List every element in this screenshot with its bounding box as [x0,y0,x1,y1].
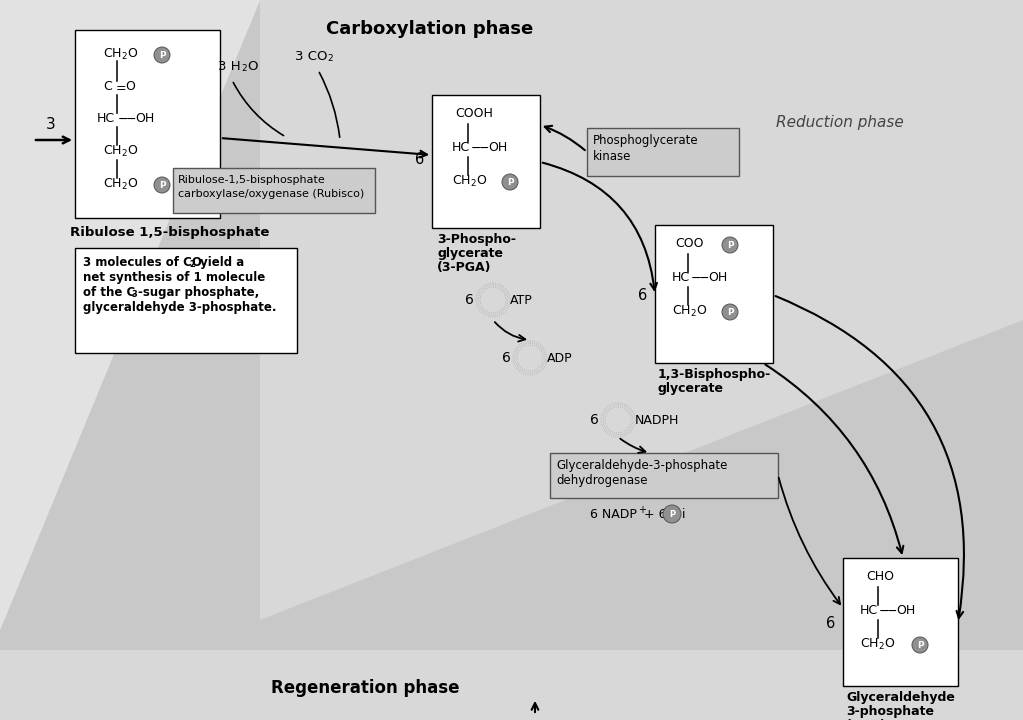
Text: Glyceraldehyde: Glyceraldehyde [846,691,954,704]
Text: P: P [917,641,924,650]
Text: kinase: kinase [593,150,631,163]
Text: $=$: $=$ [113,80,127,93]
Text: 3 CO: 3 CO [295,50,327,63]
Text: 3: 3 [131,290,137,299]
Text: OH: OH [708,271,727,284]
Text: 6 NADP: 6 NADP [590,508,637,521]
Text: glyceraldehyde 3-phosphate.: glyceraldehyde 3-phosphate. [83,301,276,314]
Text: P: P [506,178,514,187]
Text: i: i [682,508,685,521]
Text: ADP: ADP [547,351,573,364]
Text: yield a: yield a [196,256,244,269]
Text: OH: OH [488,141,507,154]
Text: P: P [669,510,675,519]
Text: CH$_2$O: CH$_2$O [672,304,707,319]
Text: COOH: COOH [455,107,493,120]
Text: $-\!\!-$: $-\!\!-$ [470,141,490,154]
Text: C: C [103,80,112,93]
Text: OH: OH [135,112,154,125]
Text: 3 molecules of CO: 3 molecules of CO [83,256,202,269]
Text: Phosphoglycerate: Phosphoglycerate [593,134,699,147]
Text: CH$_2$O: CH$_2$O [103,177,138,192]
Text: 6: 6 [465,293,474,307]
Polygon shape [260,0,1023,620]
Text: +: + [638,505,646,515]
Text: dehydrogenase: dehydrogenase [555,474,648,487]
Text: P: P [159,181,166,190]
Text: Ribulose 1,5-bisphosphate: Ribulose 1,5-bisphosphate [70,226,269,239]
Circle shape [722,237,738,253]
Text: -sugar phosphate,: -sugar phosphate, [138,286,259,299]
Text: COO: COO [675,237,704,250]
Text: O: O [125,80,135,93]
Text: of the C: of the C [83,286,135,299]
FancyBboxPatch shape [843,558,958,686]
Text: 2: 2 [189,260,194,269]
Text: Reduction phase: Reduction phase [776,115,904,130]
Text: $-\!\!-$: $-\!\!-$ [117,112,137,125]
Circle shape [663,505,681,523]
Text: Glyceraldehyde-3-phosphate: Glyceraldehyde-3-phosphate [555,459,727,472]
Text: P: P [726,308,733,317]
Text: Regeneration phase: Regeneration phase [271,679,459,697]
Text: 6: 6 [502,351,512,365]
Text: 6: 6 [590,413,599,427]
Text: ATP: ATP [510,294,533,307]
Text: OH: OH [896,604,916,617]
Text: HC: HC [452,141,471,154]
FancyBboxPatch shape [587,128,739,176]
Text: 1,3-Bisphospho-: 1,3-Bisphospho- [658,368,771,381]
Text: 3-phosphate: 3-phosphate [846,705,934,718]
Text: NADPH: NADPH [635,413,679,426]
Text: O: O [247,60,258,73]
FancyBboxPatch shape [75,30,220,218]
FancyBboxPatch shape [655,225,773,363]
Text: net synthesis of 1 molecule: net synthesis of 1 molecule [83,271,265,284]
Text: CH$_2$O: CH$_2$O [452,174,487,189]
Circle shape [481,288,505,312]
Text: 3-Phospho-: 3-Phospho- [437,233,516,246]
Text: Ribulose-1,5-bisphosphate: Ribulose-1,5-bisphosphate [178,175,325,185]
Circle shape [722,304,738,320]
Text: P: P [159,51,166,60]
FancyBboxPatch shape [432,95,540,228]
Circle shape [502,174,518,190]
Circle shape [518,346,542,370]
Polygon shape [0,650,1023,720]
Circle shape [606,408,630,432]
Text: + 6: + 6 [644,508,667,521]
Text: glycerate: glycerate [437,247,503,260]
FancyBboxPatch shape [550,453,779,498]
Text: 3: 3 [46,117,56,132]
Text: (GAP): (GAP) [846,719,887,720]
Text: HC: HC [97,112,116,125]
Circle shape [154,177,170,193]
Text: Carboxylation phase: Carboxylation phase [326,20,534,38]
Text: HC: HC [860,604,878,617]
Text: 6: 6 [826,616,835,631]
Text: $-\!\!-$: $-\!\!-$ [690,271,710,284]
Text: 6: 6 [414,153,424,168]
Text: 6: 6 [637,287,647,302]
Text: (3-PGA): (3-PGA) [437,261,491,274]
Text: CH$_2$O: CH$_2$O [103,144,138,159]
Text: P: P [726,241,733,250]
Circle shape [911,637,928,653]
Text: HC: HC [672,271,691,284]
Text: 3 H: 3 H [218,60,240,73]
FancyBboxPatch shape [75,248,297,353]
Text: CH$_2$O: CH$_2$O [103,47,138,62]
FancyBboxPatch shape [173,168,375,213]
Circle shape [154,47,170,63]
Polygon shape [0,0,260,630]
Text: CH$_2$O: CH$_2$O [860,637,895,652]
Text: 2: 2 [327,54,332,63]
Text: CHO: CHO [866,570,894,583]
Text: glycerate: glycerate [658,382,724,395]
Text: carboxylase/oxygenase (Rubisco): carboxylase/oxygenase (Rubisco) [178,189,364,199]
Text: $-\!\!-$: $-\!\!-$ [878,604,898,617]
Text: 2: 2 [241,64,247,73]
